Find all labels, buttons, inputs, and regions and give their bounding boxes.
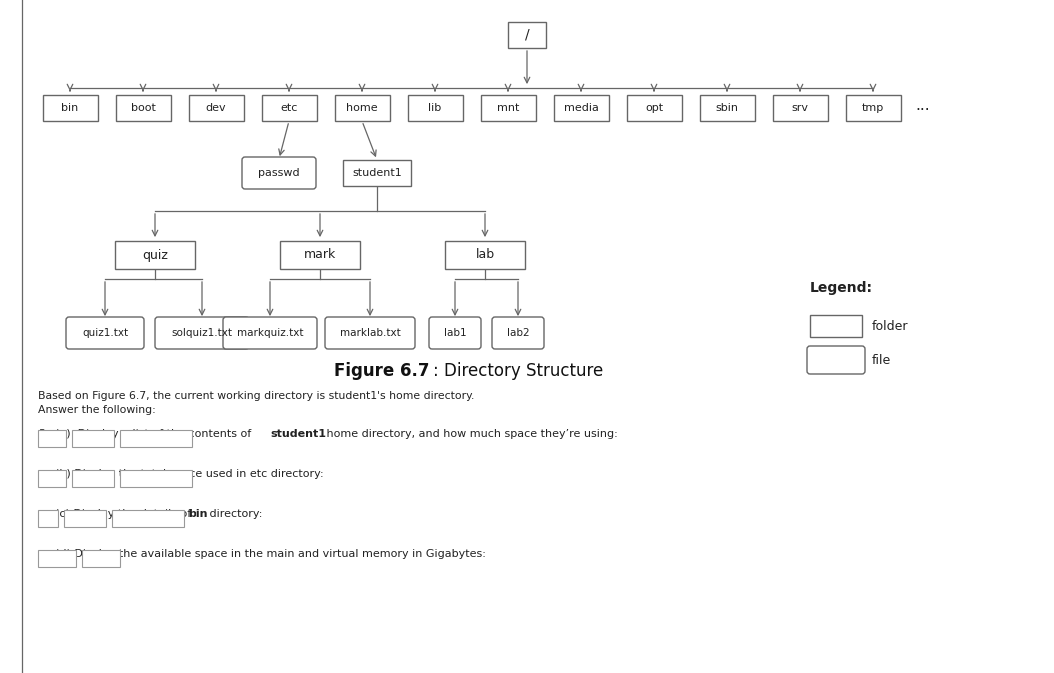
Text: home directory, and how much space they’re using:: home directory, and how much space they’… <box>323 429 618 439</box>
Text: mark: mark <box>304 248 336 262</box>
Text: media: media <box>564 103 599 113</box>
FancyBboxPatch shape <box>261 95 316 121</box>
FancyBboxPatch shape <box>66 317 144 349</box>
Text: Figure 6.7: Figure 6.7 <box>334 362 430 380</box>
FancyBboxPatch shape <box>223 317 317 349</box>
FancyBboxPatch shape <box>343 160 411 186</box>
Text: tmp: tmp <box>862 103 884 113</box>
Text: mnt: mnt <box>496 103 520 113</box>
FancyBboxPatch shape <box>116 95 171 121</box>
FancyBboxPatch shape <box>120 470 192 487</box>
Text: Answer the following:: Answer the following: <box>38 405 156 415</box>
FancyBboxPatch shape <box>445 241 525 269</box>
FancyBboxPatch shape <box>807 346 865 374</box>
FancyBboxPatch shape <box>38 470 66 487</box>
FancyBboxPatch shape <box>325 317 415 349</box>
Text: opt: opt <box>645 103 663 113</box>
Text: bin: bin <box>61 103 79 113</box>
Text: Based on Figure 6.7, the current working directory is student1's home directory.: Based on Figure 6.7, the current working… <box>38 391 474 401</box>
FancyBboxPatch shape <box>280 241 360 269</box>
Text: folder: folder <box>872 320 909 332</box>
Text: /: / <box>525 28 529 42</box>
Text: home: home <box>346 103 377 113</box>
FancyBboxPatch shape <box>845 95 900 121</box>
FancyBboxPatch shape <box>408 95 463 121</box>
FancyBboxPatch shape <box>773 95 827 121</box>
Text: file: file <box>872 353 892 367</box>
Text: boot: boot <box>131 103 155 113</box>
FancyBboxPatch shape <box>811 315 862 337</box>
FancyBboxPatch shape <box>72 470 114 487</box>
FancyBboxPatch shape <box>481 95 535 121</box>
Text: (a)  Display a list of the contents of: (a) Display a list of the contents of <box>55 429 255 439</box>
FancyBboxPatch shape <box>242 157 316 189</box>
FancyBboxPatch shape <box>492 317 544 349</box>
FancyBboxPatch shape <box>120 430 192 447</box>
Text: Legend:: Legend: <box>811 281 873 295</box>
Text: student1: student1 <box>270 429 326 439</box>
Text: (b) Display the total space used in etc directory:: (b) Display the total space used in etc … <box>55 469 324 479</box>
Text: quiz1.txt: quiz1.txt <box>82 328 129 338</box>
Text: : Directory Structure: : Directory Structure <box>433 362 603 380</box>
FancyBboxPatch shape <box>508 22 546 48</box>
Text: bin: bin <box>188 509 208 519</box>
Text: directory:: directory: <box>206 509 262 519</box>
Text: quiz: quiz <box>142 248 168 262</box>
Text: lib: lib <box>428 103 442 113</box>
Text: marklab.txt: marklab.txt <box>339 328 401 338</box>
Text: etc: etc <box>280 103 297 113</box>
Text: dev: dev <box>206 103 227 113</box>
FancyBboxPatch shape <box>189 95 243 121</box>
FancyBboxPatch shape <box>429 317 481 349</box>
Text: sbin: sbin <box>716 103 739 113</box>
Text: student1: student1 <box>352 168 402 178</box>
FancyBboxPatch shape <box>334 95 390 121</box>
FancyBboxPatch shape <box>82 550 120 567</box>
FancyBboxPatch shape <box>38 550 76 567</box>
FancyBboxPatch shape <box>553 95 608 121</box>
Text: solquiz1.txt: solquiz1.txt <box>172 328 233 338</box>
Text: 3-: 3- <box>38 429 48 439</box>
FancyBboxPatch shape <box>38 510 58 527</box>
Text: srv: srv <box>792 103 808 113</box>
FancyBboxPatch shape <box>38 430 66 447</box>
FancyBboxPatch shape <box>42 95 98 121</box>
Text: lab: lab <box>475 248 494 262</box>
Text: (d) Display the available space in the main and virtual memory in Gigabytes:: (d) Display the available space in the m… <box>55 549 486 559</box>
Text: (c) Display the details of: (c) Display the details of <box>55 509 195 519</box>
Text: lab2: lab2 <box>507 328 529 338</box>
Text: markquiz.txt: markquiz.txt <box>237 328 304 338</box>
FancyBboxPatch shape <box>700 95 755 121</box>
FancyBboxPatch shape <box>112 510 184 527</box>
FancyBboxPatch shape <box>115 241 195 269</box>
Text: passwd: passwd <box>258 168 299 178</box>
Text: lab1: lab1 <box>444 328 466 338</box>
Text: ...: ... <box>915 98 930 114</box>
FancyBboxPatch shape <box>155 317 249 349</box>
FancyBboxPatch shape <box>64 510 106 527</box>
FancyBboxPatch shape <box>626 95 682 121</box>
FancyBboxPatch shape <box>72 430 114 447</box>
